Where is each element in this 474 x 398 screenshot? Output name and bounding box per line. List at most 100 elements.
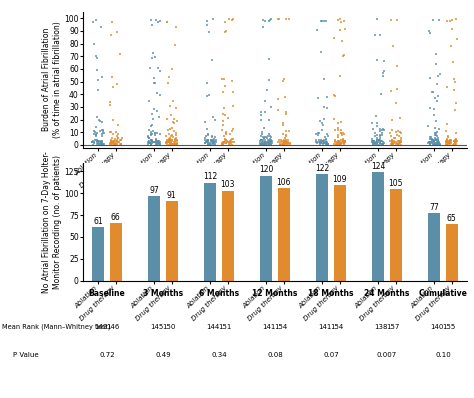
Point xyxy=(375,137,383,144)
Point xyxy=(221,137,228,143)
Point xyxy=(379,138,386,144)
Point xyxy=(387,133,395,139)
Point xyxy=(373,120,380,126)
Point xyxy=(222,129,230,135)
Point xyxy=(166,140,174,146)
Point xyxy=(260,135,267,141)
Point xyxy=(262,133,270,140)
Point xyxy=(260,134,267,140)
Point xyxy=(335,141,342,147)
Point xyxy=(371,140,378,146)
Point xyxy=(444,133,451,139)
Point xyxy=(337,127,345,133)
Point xyxy=(107,129,114,135)
Point xyxy=(173,137,180,143)
Point xyxy=(334,139,341,146)
Point xyxy=(266,133,273,140)
Point xyxy=(162,140,170,146)
Point xyxy=(335,132,342,138)
Point xyxy=(148,139,155,145)
Point xyxy=(391,138,398,144)
Point xyxy=(428,139,435,145)
Point xyxy=(167,137,175,143)
Point xyxy=(434,137,441,144)
Point xyxy=(117,137,124,143)
Point xyxy=(257,141,264,148)
Point xyxy=(156,68,164,74)
Point xyxy=(450,138,458,144)
Point xyxy=(147,123,155,129)
Point xyxy=(211,138,219,144)
Point xyxy=(209,133,216,139)
Point xyxy=(167,140,174,146)
Point xyxy=(265,117,273,123)
Point xyxy=(266,139,274,145)
Point xyxy=(447,137,454,143)
Point xyxy=(324,140,332,147)
Point xyxy=(390,135,397,141)
Point xyxy=(448,17,456,23)
Point xyxy=(208,140,215,147)
Point xyxy=(369,138,376,144)
Point xyxy=(369,141,377,147)
Point xyxy=(172,137,179,143)
Point xyxy=(262,139,270,146)
Point xyxy=(376,140,384,146)
Point xyxy=(117,141,125,148)
Point xyxy=(229,126,237,133)
Point xyxy=(282,111,290,117)
Point xyxy=(433,138,440,144)
Point xyxy=(395,138,403,144)
Point xyxy=(444,134,452,140)
Point xyxy=(172,130,180,136)
Point xyxy=(148,140,155,146)
Point xyxy=(92,53,100,59)
Point xyxy=(146,138,153,144)
Point xyxy=(260,139,267,146)
Point xyxy=(429,140,437,146)
Point xyxy=(264,139,272,145)
Point xyxy=(91,129,99,135)
Point xyxy=(373,135,381,141)
Text: 154: 154 xyxy=(330,324,344,330)
Point xyxy=(280,140,287,146)
Point xyxy=(168,141,175,148)
Point xyxy=(376,140,384,146)
Point xyxy=(433,140,440,146)
Point xyxy=(225,16,232,22)
Point xyxy=(430,137,438,144)
Point xyxy=(426,134,434,140)
Point xyxy=(91,131,98,137)
Point xyxy=(280,137,287,144)
Point xyxy=(203,126,210,133)
Point xyxy=(204,132,212,139)
Point xyxy=(372,32,379,38)
Point xyxy=(371,133,379,139)
Point xyxy=(261,141,269,147)
Point xyxy=(316,140,324,146)
Point xyxy=(221,29,228,35)
Point xyxy=(431,95,439,101)
Point xyxy=(443,139,451,145)
Point xyxy=(282,137,290,143)
Point xyxy=(267,137,274,143)
Point xyxy=(340,137,347,143)
Point xyxy=(93,130,101,136)
Point xyxy=(450,76,458,82)
Point xyxy=(388,141,395,147)
Point xyxy=(155,114,163,121)
Text: 3 Months: 3 Months xyxy=(143,289,183,298)
Point xyxy=(166,140,174,147)
Point xyxy=(225,141,233,148)
Point xyxy=(388,137,396,143)
Point xyxy=(428,140,436,146)
Point xyxy=(107,98,114,105)
Point xyxy=(324,140,331,147)
Point xyxy=(279,120,287,126)
Point xyxy=(317,140,325,146)
Point xyxy=(445,140,453,146)
Point xyxy=(340,139,347,145)
Point xyxy=(258,139,266,146)
Point xyxy=(220,76,228,83)
Point xyxy=(111,141,119,147)
